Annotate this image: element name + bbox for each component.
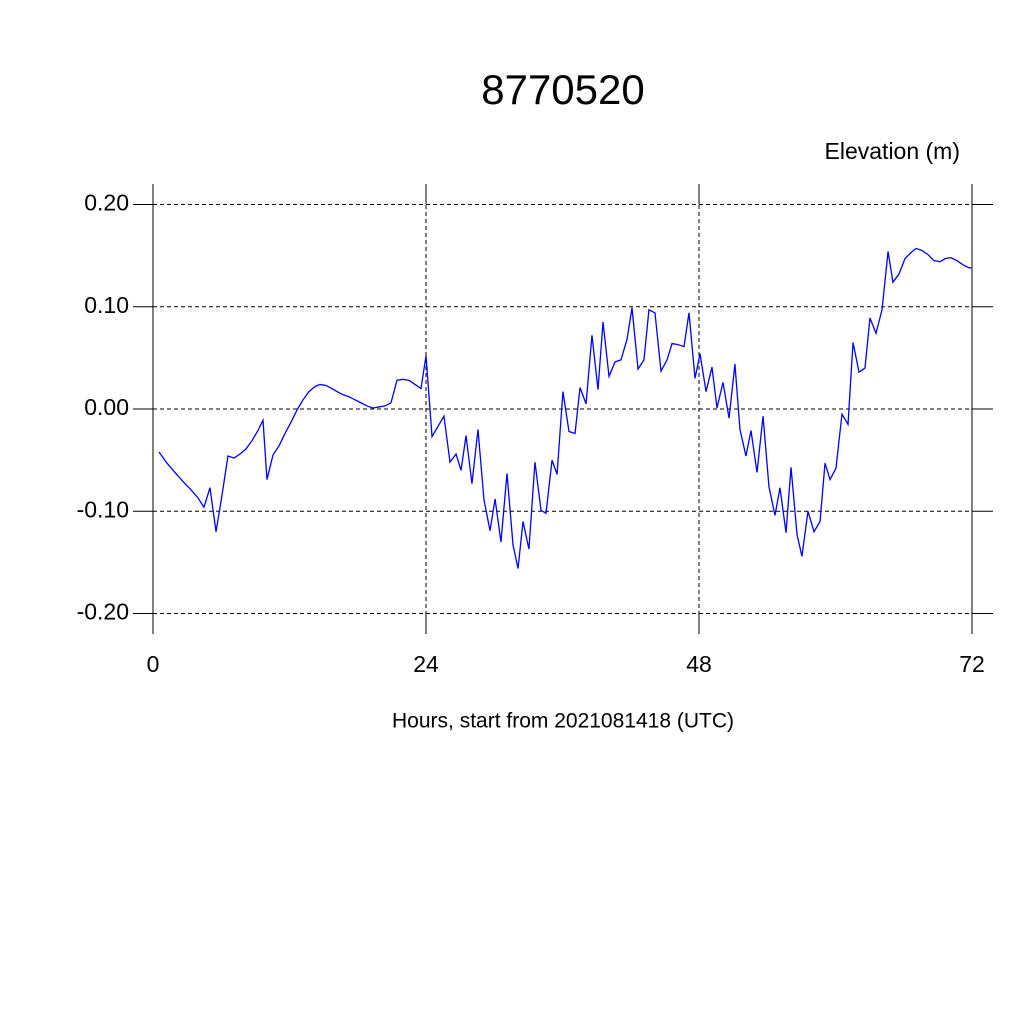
y-tick-label: -0.20 <box>77 599 129 625</box>
y-axis-label: Elevation (m) <box>825 138 960 164</box>
x-tick-label: 48 <box>686 651 712 677</box>
data-line <box>158 247 972 569</box>
x-tick-label: 72 <box>959 651 985 677</box>
x-tick-label: 0 <box>147 651 160 677</box>
y-tick-label: 0.10 <box>84 292 129 318</box>
y-tick-label: -0.10 <box>77 496 129 522</box>
x-tick-label: 24 <box>413 651 439 677</box>
x-axis-label: Hours, start from 2021081418 (UTC) <box>392 710 734 733</box>
chart-title: 8770520 <box>481 66 645 113</box>
y-tick-label: 0.00 <box>84 394 129 420</box>
y-tick-label: 0.20 <box>84 190 129 216</box>
